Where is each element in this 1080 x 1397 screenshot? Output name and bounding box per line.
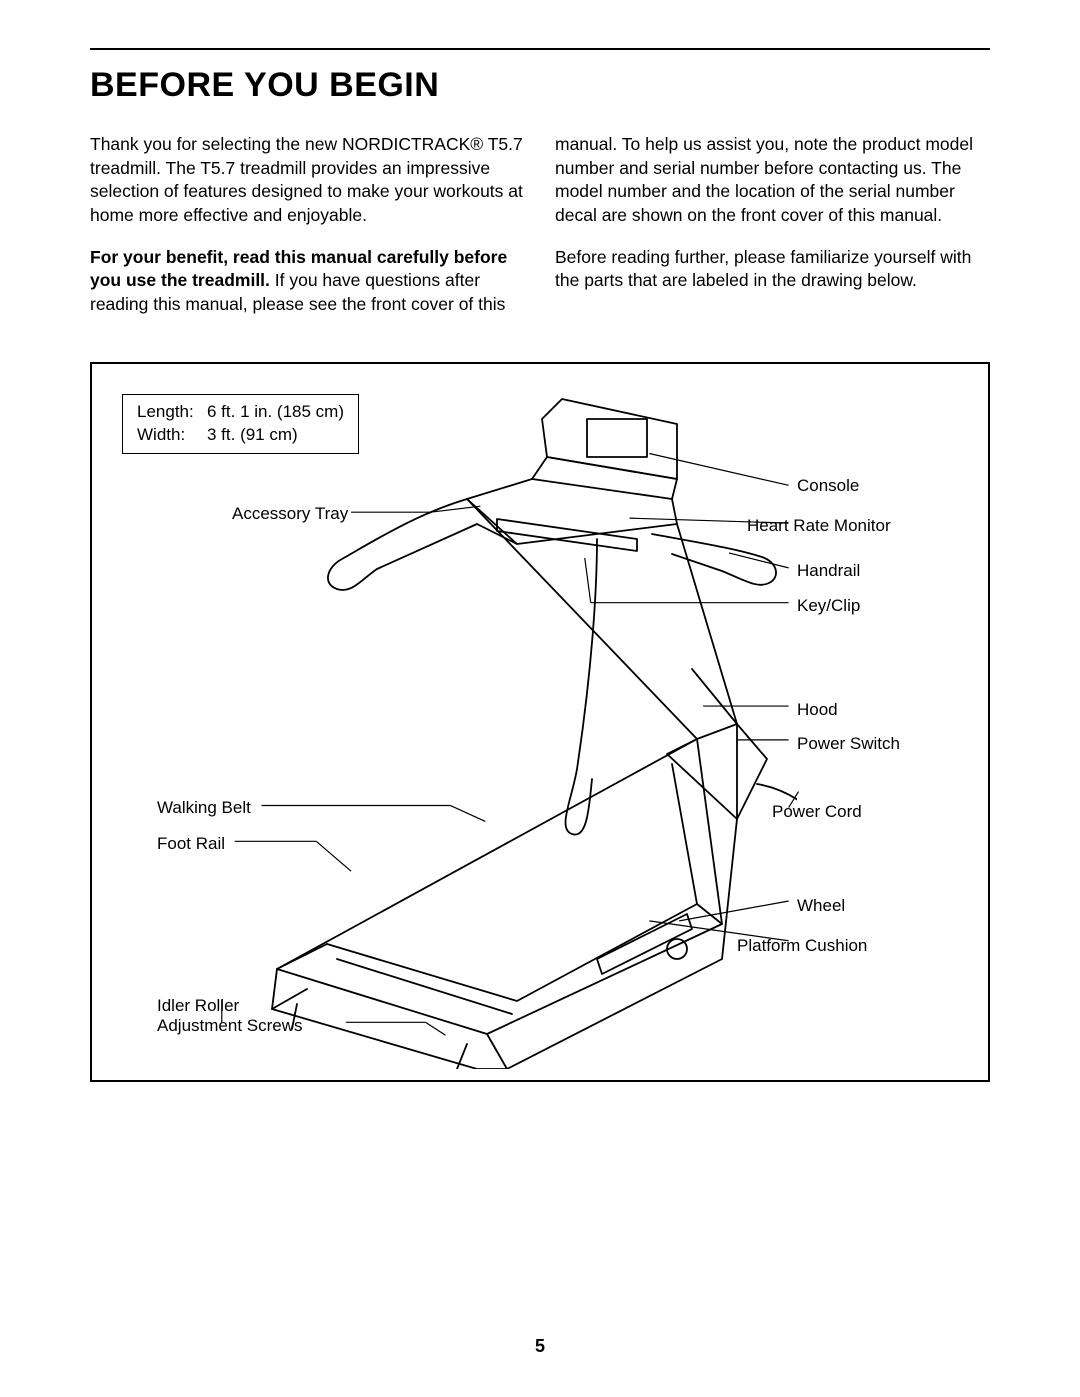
label-power-cord: Power Cord (772, 802, 862, 822)
page-title: BEFORE YOU BEGIN (90, 66, 990, 105)
familiarize-paragraph: Before reading further, please familiari… (555, 246, 990, 293)
label-heart-rate-monitor: Heart Rate Monitor (747, 516, 891, 536)
intro-paragraph: Thank you for selecting the new NORDICTR… (90, 133, 525, 228)
label-handrail: Handrail (797, 561, 860, 581)
label-foot-rail: Foot Rail (157, 834, 225, 854)
treadmill-diagram: Length: 6 ft. 1 in. (185 cm) Width: 3 ft… (90, 362, 990, 1082)
label-key-clip: Key/Clip (797, 596, 860, 616)
label-walking-belt: Walking Belt (157, 798, 251, 818)
label-console: Console (797, 476, 859, 496)
contact-paragraph: manual. To help us assist you, note the … (555, 133, 990, 228)
page-number: 5 (0, 1336, 1080, 1357)
label-platform-cushion: Platform Cushion (737, 936, 867, 956)
label-adjustment-screws: Adjustment Screws (157, 1016, 303, 1036)
column-left: Thank you for selecting the new NORDICTR… (90, 133, 525, 334)
instruction-paragraph: For your benefit, read this manual caref… (90, 246, 525, 317)
label-power-switch: Power Switch (797, 734, 900, 754)
label-hood: Hood (797, 700, 838, 720)
label-wheel: Wheel (797, 896, 845, 916)
label-idler-roller: Idler Roller (157, 996, 239, 1016)
label-accessory-tray: Accessory Tray (232, 504, 348, 524)
body-text: Thank you for selecting the new NORDICTR… (90, 133, 990, 334)
column-right: manual. To help us assist you, note the … (555, 133, 990, 334)
